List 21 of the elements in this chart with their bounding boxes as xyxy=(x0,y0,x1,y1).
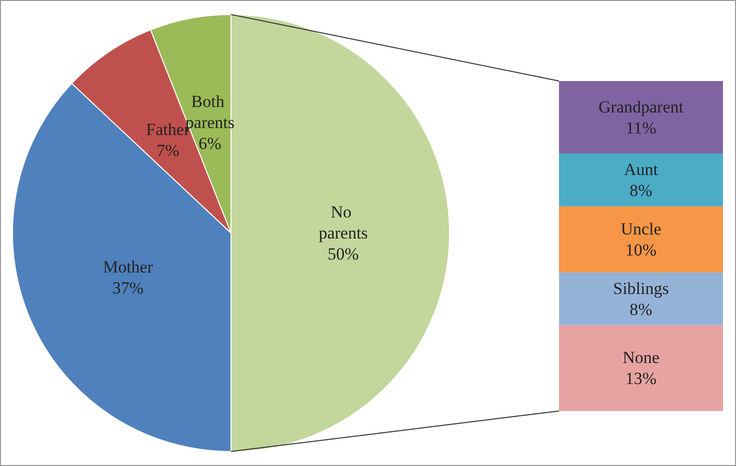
series-label: Siblings xyxy=(613,278,669,298)
data-label: 8% xyxy=(630,181,652,200)
bar xyxy=(559,272,723,326)
data-label: 6% xyxy=(198,134,222,154)
data-label: 37% xyxy=(112,278,144,298)
data-label: 7% xyxy=(156,141,180,160)
data-label: 13% xyxy=(625,369,657,388)
series-label: Aunt xyxy=(624,160,658,179)
series-label: None xyxy=(622,348,660,368)
bar xyxy=(559,206,723,272)
data-label: 10% xyxy=(625,240,657,260)
bar xyxy=(559,154,723,206)
data-label: 50% xyxy=(328,244,359,264)
slice-label: No parents xyxy=(318,202,368,242)
series-label: Uncle xyxy=(620,219,662,238)
series-label: Grandparent xyxy=(598,97,684,116)
bar xyxy=(559,81,723,154)
bar xyxy=(559,325,723,411)
slice-label: Mother xyxy=(102,258,154,277)
data-label: 11% xyxy=(626,118,656,138)
data-label: 8% xyxy=(630,300,652,319)
